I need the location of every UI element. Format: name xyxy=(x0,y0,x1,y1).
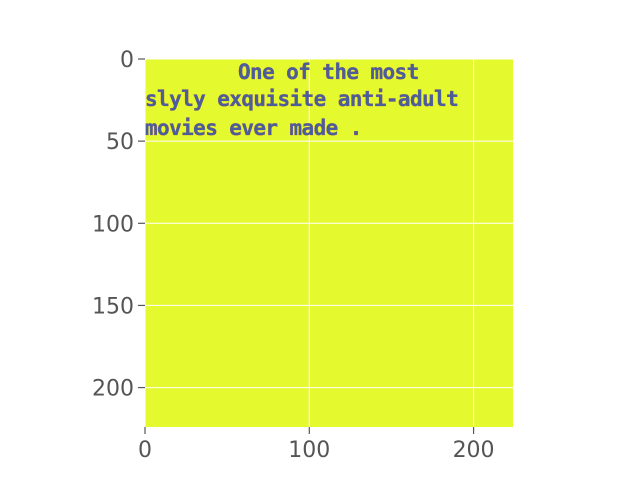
y-tick-label-0: 0 xyxy=(120,48,134,73)
image-text-block: One of the most slyly exquisite anti-adu… xyxy=(145,60,459,140)
y-tick-label-50: 50 xyxy=(106,130,134,155)
axis-ticks: 0 100 200 0 50 100 150 200 xyxy=(92,48,495,463)
image-background xyxy=(145,59,513,427)
y-tick-label-200: 200 xyxy=(92,377,134,402)
x-tick-label-100: 100 xyxy=(288,438,330,463)
x-tick-label-200: 200 xyxy=(453,438,495,463)
image-text-line-3: movies ever made . xyxy=(145,116,362,140)
y-tick-label-150: 150 xyxy=(92,294,134,319)
y-tick-label-100: 100 xyxy=(92,212,134,237)
image-text-line-2: slyly exquisite anti-adult xyxy=(145,87,458,111)
image-text-line-1: One of the most xyxy=(238,60,419,84)
x-tick-label-0: 0 xyxy=(138,438,152,463)
grid-lines xyxy=(144,58,513,427)
